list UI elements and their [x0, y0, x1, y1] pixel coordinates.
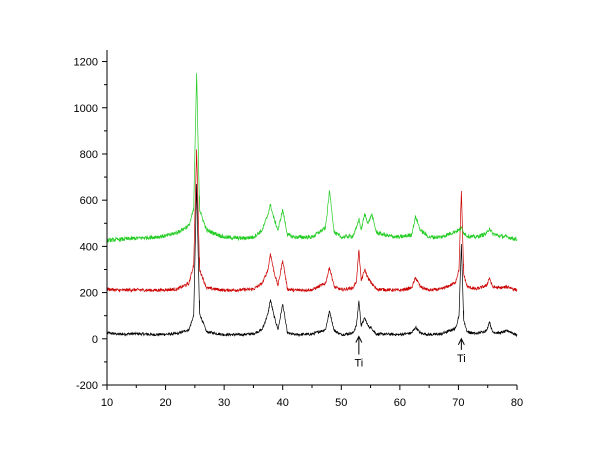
y-tick-label: 0: [92, 334, 98, 346]
annotations: Ti Ti: [354, 335, 466, 370]
y-tick-label: 400: [80, 241, 98, 253]
x-tick-label: 40: [277, 397, 289, 409]
annotation-label: Ti: [354, 358, 363, 370]
y-tick-label: -200: [76, 380, 98, 392]
annotation-arrowhead: [355, 335, 363, 343]
y-tick-label: 600: [80, 195, 98, 207]
x-tick-label: 60: [394, 397, 406, 409]
annotation-arrowhead: [457, 337, 465, 346]
x-tick-label: 50: [335, 397, 347, 409]
series-line-1: [106, 183, 518, 338]
x-tick-label: 80: [511, 397, 523, 409]
x-tick-label: 10: [101, 397, 113, 409]
x-tick-label: 30: [218, 397, 230, 409]
series-layer: [106, 73, 518, 338]
annotation-label: Ti: [457, 353, 466, 365]
x-tick-label: 20: [159, 397, 171, 409]
y-tick-label: 1200: [74, 57, 98, 69]
y-tick-label: 200: [80, 288, 98, 300]
series-line-2: [106, 149, 518, 293]
y-tick-label: 1000: [74, 103, 98, 115]
x-axis-ticks: 10 20 30 40 50 60 70 80: [101, 385, 523, 409]
series-line-3: [106, 73, 518, 244]
y-tick-label: 800: [80, 149, 98, 161]
plot-area: 10 20 30 40 50 60 70 80 -200 0 200 400 600 800 1000 12…: [74, 50, 523, 409]
y-axis-ticks: -200 0 200 400 600 800 1000 1200: [74, 57, 107, 392]
x-tick-label: 70: [452, 397, 464, 409]
